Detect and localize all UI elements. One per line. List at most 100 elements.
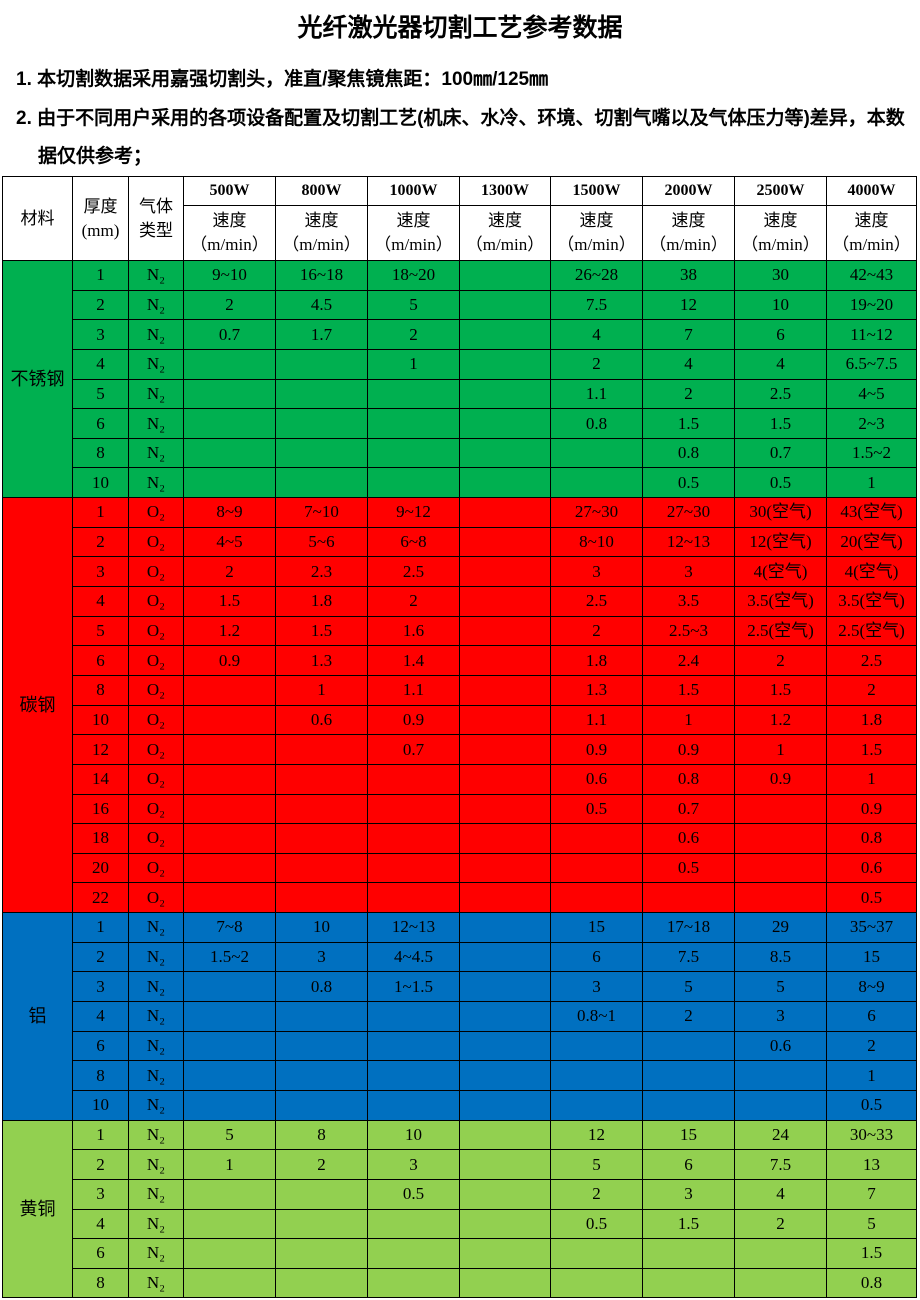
- speed: 17~18: [642, 912, 735, 943]
- thickness: 8: [72, 1267, 129, 1299]
- speed: 8: [275, 1119, 368, 1151]
- speed-empty: [183, 823, 276, 854]
- gas: N₂: [128, 912, 184, 943]
- thickness: 10: [72, 1089, 129, 1121]
- speed: 0.9: [183, 645, 276, 676]
- data-row: 8 N₂ 1: [2, 1060, 917, 1091]
- speed: 12: [642, 289, 735, 321]
- data-row: 2 O₂ 4~5 5~6 6~8 8~10 12~13 12(空气) 20(空气): [2, 526, 917, 558]
- speed-empty: [459, 1267, 551, 1299]
- speed: 7~10: [275, 497, 368, 528]
- thickness: 8: [72, 674, 129, 706]
- speed-empty: [459, 526, 551, 558]
- speed: 0.5: [826, 882, 917, 914]
- speed: 12: [550, 1119, 643, 1151]
- speed: 8.5: [734, 941, 827, 973]
- speed: 43(空气): [826, 497, 917, 528]
- speed-empty: [275, 1238, 368, 1269]
- header-line: （m/min）: [649, 235, 728, 254]
- thickness: 1: [72, 260, 129, 291]
- speed-empty: [459, 941, 551, 973]
- speed: 2: [826, 674, 917, 706]
- header-power: 2000W: [642, 176, 735, 206]
- speed-empty: [367, 1089, 460, 1121]
- speed-empty: [550, 852, 643, 884]
- gas: O₂: [128, 852, 184, 884]
- speed-empty: [734, 882, 827, 914]
- data-row: 18 O₂ 0.6 0.8: [2, 823, 917, 854]
- speed: 5: [826, 1208, 917, 1240]
- speed: 0.8: [826, 823, 917, 854]
- header-speed: 速度 （m/min）: [826, 205, 917, 261]
- speed: 1.7: [275, 319, 368, 350]
- speed-empty: [459, 497, 551, 528]
- speed-empty: [459, 378, 551, 410]
- speed: 1: [826, 467, 917, 499]
- speed: 6: [734, 319, 827, 350]
- speed: 1: [275, 674, 368, 706]
- speed: 24: [734, 1119, 827, 1151]
- speed-empty: [642, 1267, 735, 1299]
- thickness: 6: [72, 408, 129, 439]
- material: 铝: [2, 912, 73, 1121]
- note: 2. 由于不同用户采用的各项设备配置及切割工艺(机床、水冷、环境、切割气嘴以及气…: [16, 108, 905, 167]
- speed-empty: [459, 912, 551, 943]
- speed-empty: [459, 823, 551, 854]
- speed: 0.5: [642, 852, 735, 884]
- material: 黄铜: [2, 1119, 73, 1299]
- speed: 27~30: [642, 497, 735, 528]
- speed: 2.5: [734, 378, 827, 410]
- gas: N₂: [128, 1060, 184, 1091]
- speed-empty: [275, 1001, 368, 1032]
- speed-empty: [183, 734, 276, 765]
- thickness: 10: [72, 704, 129, 736]
- data-row: 3 O₂ 2 2.3 2.5 3 3 4(空气) 4(空气): [2, 556, 917, 588]
- gas: O₂: [128, 674, 184, 706]
- page-title: 光纤激光器切割工艺参考数据: [297, 14, 623, 42]
- header-material: 材料: [2, 176, 73, 261]
- speed: 6: [550, 941, 643, 973]
- gas: N₂: [128, 971, 184, 1003]
- speed: 0.7: [183, 319, 276, 350]
- speed: 4: [550, 319, 643, 350]
- header-speed: 速度 （m/min）: [275, 205, 368, 261]
- table-body: 不锈钢 1 N₂ 9~10 16~18 18~20 26~28 38 30 42~43 2 N₂ 2 4.…: [2, 259, 917, 1299]
- speed: 30~33: [826, 1119, 917, 1151]
- speed-empty: [367, 1030, 460, 1062]
- speed-empty: [183, 852, 276, 884]
- speed: 42~43: [826, 260, 917, 291]
- speed: 11~12: [826, 319, 917, 350]
- speed-empty: [183, 971, 276, 1003]
- header-line: （m/min）: [282, 235, 361, 254]
- speed: 2.3: [275, 556, 368, 588]
- speed: 4: [642, 348, 735, 380]
- speed: 0.5: [826, 1089, 917, 1121]
- note: 1. 本切割数据采用嘉强切割头，准直/聚焦镜焦距：100㎜/125㎜: [16, 69, 549, 90]
- thickness: 14: [72, 763, 129, 795]
- speed-empty: [734, 852, 827, 884]
- speed: 2.5: [367, 556, 460, 588]
- speed: 38: [642, 260, 735, 291]
- speed-empty: [642, 882, 735, 914]
- thickness: 4: [72, 1208, 129, 1240]
- speed: 6: [642, 1149, 735, 1180]
- speed: 26~28: [550, 260, 643, 291]
- speed: 2: [275, 1149, 368, 1180]
- speed: 2.5(空气): [734, 615, 827, 647]
- header-speed: 速度 （m/min）: [550, 205, 643, 261]
- speed: 1.2: [734, 704, 827, 736]
- header-line: （m/min）: [557, 235, 636, 254]
- gas: N₂: [128, 1238, 184, 1269]
- speed: 0.9: [550, 734, 643, 765]
- speed: 27~30: [550, 497, 643, 528]
- speed: 0.7: [734, 437, 827, 469]
- header-line: 气体: [139, 196, 173, 216]
- speed-empty: [367, 1238, 460, 1269]
- speed: 1: [826, 1060, 917, 1091]
- speed-empty: [367, 408, 460, 439]
- speed-empty: [459, 882, 551, 914]
- data-row: 5 N₂ 1.1 2 2.5 4~5: [2, 378, 917, 410]
- speed: 1.4: [367, 645, 460, 676]
- thickness: 6: [72, 645, 129, 676]
- data-row: 14 O₂ 0.6 0.8 0.9 1: [2, 763, 917, 795]
